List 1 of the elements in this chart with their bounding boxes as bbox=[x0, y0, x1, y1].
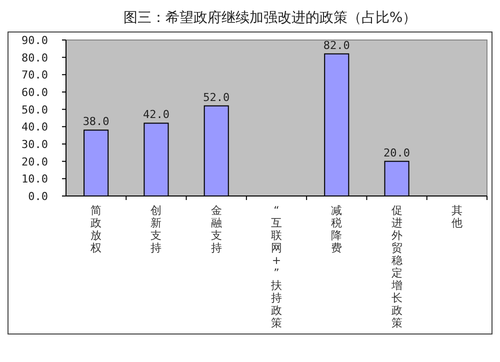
title: 图三：希望政府继续加强改进的政策（占比%） bbox=[123, 10, 417, 26]
